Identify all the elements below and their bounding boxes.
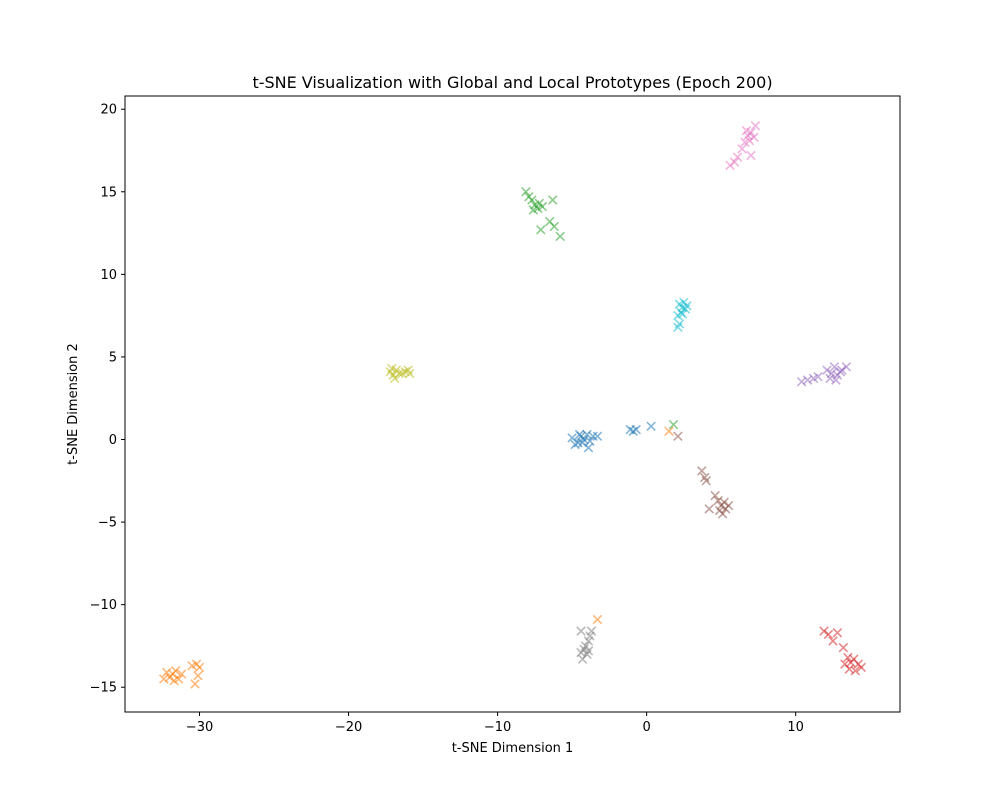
- y-tick-label: 0: [109, 433, 117, 448]
- y-tick-label: −15: [90, 681, 117, 696]
- scatter-point-series-3: [819, 626, 829, 636]
- scatter-point-series-3: [838, 642, 849, 653]
- plot-frame: [124, 95, 901, 713]
- scatter-point-series-1: [664, 426, 674, 437]
- scatter-point-series-6: [746, 150, 756, 161]
- scatter-point-series-2: [668, 419, 679, 430]
- scatter-point-series-0: [570, 439, 580, 450]
- scatter-point-series-5: [710, 490, 720, 501]
- scatter-point-series-0: [574, 429, 585, 440]
- scatter-point-series-6: [729, 157, 740, 167]
- scatter-point-series-4: [835, 367, 846, 377]
- y-tick-label: 20: [100, 103, 117, 118]
- scatter-point-series-3: [850, 665, 861, 676]
- scatter-points: [158, 120, 867, 689]
- scatter-point-series-7: [586, 626, 597, 636]
- x-tick-label: −10: [484, 720, 511, 735]
- scatter-point-series-2: [555, 231, 565, 242]
- scatter-point-series-6: [749, 132, 759, 143]
- scatter-point-series-2: [537, 201, 548, 212]
- scatter-point-series-2: [528, 205, 539, 215]
- y-tick-label: 10: [100, 268, 117, 283]
- scatter-point-series-8: [387, 363, 397, 374]
- x-tick-label: −20: [335, 720, 362, 735]
- scatter-point-series-7: [576, 626, 586, 636]
- scatter-point-series-0: [631, 424, 641, 435]
- scatter-point-series-1: [169, 675, 179, 686]
- scatter-point-series-2: [527, 195, 537, 205]
- scatter-point-series-5: [723, 500, 734, 511]
- scatter-point-series-9: [673, 322, 683, 332]
- scatter-point-series-1: [158, 674, 169, 684]
- x-axis-label: t-SNE Dimension 1: [452, 741, 574, 756]
- scatter-point-series-2: [547, 195, 558, 205]
- scatter-point-series-5: [713, 495, 723, 506]
- scatter-point-series-6: [737, 144, 747, 154]
- y-axis-label: t-SNE Dimension 2: [66, 343, 81, 465]
- scatter-point-series-5: [673, 431, 683, 441]
- scatter-point-series-4: [822, 365, 832, 375]
- y-tick-label: 15: [100, 185, 117, 200]
- scatter-point-series-0: [628, 426, 638, 437]
- scatter-point-series-9: [677, 309, 688, 319]
- scatter-point-series-3: [832, 627, 843, 638]
- scatter-point-series-4: [813, 371, 823, 382]
- scatter-point-series-0: [577, 438, 588, 448]
- x-tick-label: 0: [642, 720, 650, 735]
- scatter-point-series-0: [646, 421, 656, 432]
- y-tick-label: −5: [98, 516, 117, 531]
- scatter-point-series-8: [404, 368, 415, 379]
- scatter-point-series-7: [580, 641, 591, 651]
- scatter-point-series-3: [828, 636, 838, 646]
- scatter-point-series-1: [161, 667, 172, 678]
- scatter-point-series-1: [194, 662, 205, 673]
- scatter-point-series-1: [190, 679, 200, 689]
- scatter-point-series-4: [825, 373, 835, 384]
- scatter-point-series-6: [725, 160, 735, 171]
- scatter-point-series-3: [840, 659, 850, 669]
- scatter-point-series-5: [701, 476, 712, 486]
- scatter-point-series-3: [823, 629, 834, 640]
- scatter-point-series-6: [744, 135, 755, 146]
- scatter-point-series-9: [682, 300, 692, 311]
- scatter-point-series-4: [831, 375, 841, 385]
- scatter-point-series-6: [750, 120, 761, 131]
- scatter-point-series-6: [741, 125, 752, 136]
- y-tick-label: 5: [109, 350, 117, 365]
- x-tick-label: −30: [186, 720, 213, 735]
- chart-title: t-SNE Visualization with Global and Loca…: [252, 73, 772, 92]
- axis-ticks: −30 −20 −10 0 10 −15 −10 −5 0 5 10 15 20: [90, 103, 804, 735]
- scatter-point-series-0: [592, 431, 603, 441]
- scatter-point-series-5: [704, 504, 714, 514]
- scatter-point-series-6: [732, 152, 743, 162]
- scatter-point-series-1: [193, 670, 203, 681]
- scatter-point-series-7: [583, 646, 594, 656]
- scatter-point-series-5: [697, 466, 707, 476]
- x-tick-label: 10: [787, 720, 804, 735]
- scatter-point-series-3: [856, 662, 867, 673]
- scatter-point-series-8: [389, 373, 400, 384]
- scatter-point-series-2: [521, 187, 531, 197]
- scatter-point-series-7: [583, 636, 594, 646]
- scatter-point-series-1: [170, 665, 181, 676]
- scatter-point-series-3: [843, 652, 853, 663]
- scatter-point-series-4: [796, 376, 807, 387]
- scatter-point-series-2: [536, 225, 546, 235]
- y-tick-label: −10: [90, 598, 117, 613]
- scatter-point-series-7: [576, 647, 586, 658]
- scatter-point-series-1: [592, 614, 603, 625]
- scatter-point-series-5: [717, 509, 728, 519]
- scatter-point-series-4: [802, 375, 813, 385]
- scatter-point-series-1: [176, 669, 187, 679]
- scatter-point-series-2: [549, 221, 559, 232]
- scatter-point-series-0: [582, 429, 592, 440]
